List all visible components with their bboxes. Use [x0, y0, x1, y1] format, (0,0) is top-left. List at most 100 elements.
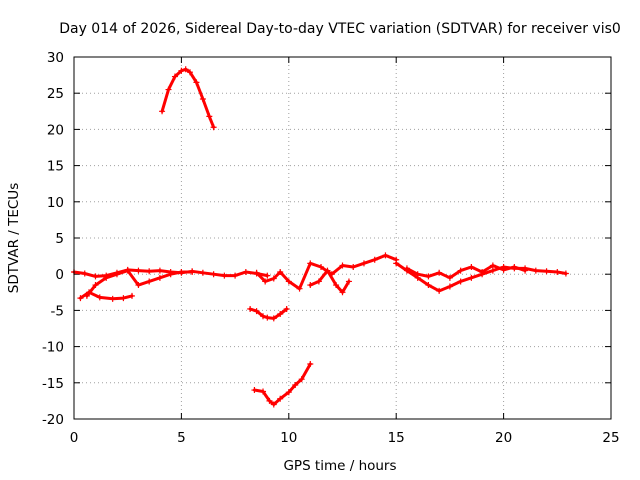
data-point [232, 272, 239, 279]
data-point [270, 315, 277, 322]
data-point [146, 268, 153, 275]
data-point [350, 263, 357, 270]
data-point [283, 305, 290, 312]
data-point [247, 305, 254, 312]
data-point [96, 294, 103, 301]
data-point [489, 267, 496, 274]
data-point [221, 272, 228, 279]
data-point [146, 278, 153, 285]
series-arc-low [251, 360, 314, 408]
data-point [182, 66, 189, 73]
data-point [277, 395, 284, 402]
data-point [479, 269, 486, 276]
y-tick-label: 15 [47, 159, 64, 175]
data-point [307, 282, 314, 289]
series-arc-main-4 [253, 252, 400, 292]
data-point [403, 265, 410, 272]
data-series [71, 66, 569, 408]
data-point [120, 295, 127, 302]
y-tick-label: 20 [47, 122, 64, 138]
axis-ticks: 0 5 10 15 20 25 -20 -15 -10 -5 0 5 10 15 20 25 30 [42, 50, 620, 446]
data-point [113, 271, 120, 278]
data-point [562, 270, 569, 277]
x-tick-label: 15 [388, 430, 405, 446]
y-tick-label: -10 [42, 340, 64, 356]
data-point [457, 267, 464, 274]
data-point [345, 278, 352, 285]
data-point [128, 292, 135, 299]
data-point [543, 268, 550, 275]
data-point [165, 86, 172, 93]
data-point [285, 389, 292, 396]
series-arc-main-7 [403, 262, 529, 281]
series-arc-main-3 [83, 267, 196, 299]
y-tick-label: -20 [42, 412, 64, 428]
series-arc-main-5 [307, 267, 352, 296]
data-point [109, 295, 116, 302]
x-tick-label: 10 [280, 430, 297, 446]
y-tick-label: 25 [47, 86, 64, 102]
data-point [262, 278, 269, 285]
data-point [189, 269, 196, 276]
data-point [436, 287, 443, 294]
data-point [178, 67, 185, 74]
y-tick-label: 30 [47, 50, 64, 66]
data-point [277, 269, 284, 276]
data-point [253, 269, 260, 276]
y-tick-label: 0 [55, 267, 64, 283]
data-point [167, 271, 174, 278]
data-point [393, 260, 400, 267]
y-tick-label: -5 [51, 303, 64, 319]
data-point [266, 397, 273, 404]
data-point [210, 271, 217, 278]
data-point [285, 278, 292, 285]
data-point [253, 308, 260, 315]
data-point [500, 266, 507, 273]
x-tick-label: 25 [602, 430, 619, 446]
data-point [77, 295, 84, 302]
data-point [315, 278, 322, 285]
data-point [264, 314, 271, 321]
data-point [489, 262, 496, 269]
data-point [360, 260, 367, 267]
chart-title: Day 014 of 2026, Sidereal Day-to-day VTE… [59, 21, 621, 37]
data-point [156, 274, 163, 281]
data-point [83, 292, 90, 299]
data-point [339, 289, 346, 296]
y-tick-label: 10 [47, 195, 64, 211]
x-tick-label: 20 [495, 430, 512, 446]
series-arc-mid-dip [247, 305, 290, 322]
data-point [124, 267, 131, 274]
data-point [103, 274, 110, 281]
data-point [292, 381, 299, 388]
data-point [324, 267, 331, 274]
series-line [160, 67, 216, 129]
data-point [522, 267, 529, 274]
data-point [210, 124, 217, 131]
data-point [339, 262, 346, 269]
data-point [270, 275, 277, 282]
data-point [446, 274, 453, 281]
data-point [260, 388, 267, 395]
data-point [206, 113, 213, 120]
data-point [199, 95, 206, 102]
data-point [193, 79, 200, 86]
data-point [178, 269, 185, 276]
data-point [307, 260, 314, 267]
x-tick-label: 0 [70, 430, 79, 446]
x-axis-label: GPS time / hours [283, 458, 396, 474]
data-point [296, 285, 303, 292]
series-line [405, 264, 527, 280]
plot-frame [73, 56, 612, 420]
data-point [457, 278, 464, 285]
x-tick-label: 5 [177, 430, 186, 446]
data-point [260, 313, 267, 320]
data-point [277, 311, 284, 318]
data-point [333, 282, 340, 289]
data-point [414, 271, 421, 278]
data-point [298, 376, 305, 383]
data-point [436, 269, 443, 276]
data-point [156, 267, 163, 274]
data-point [92, 273, 99, 280]
series-arc-high [159, 66, 217, 131]
